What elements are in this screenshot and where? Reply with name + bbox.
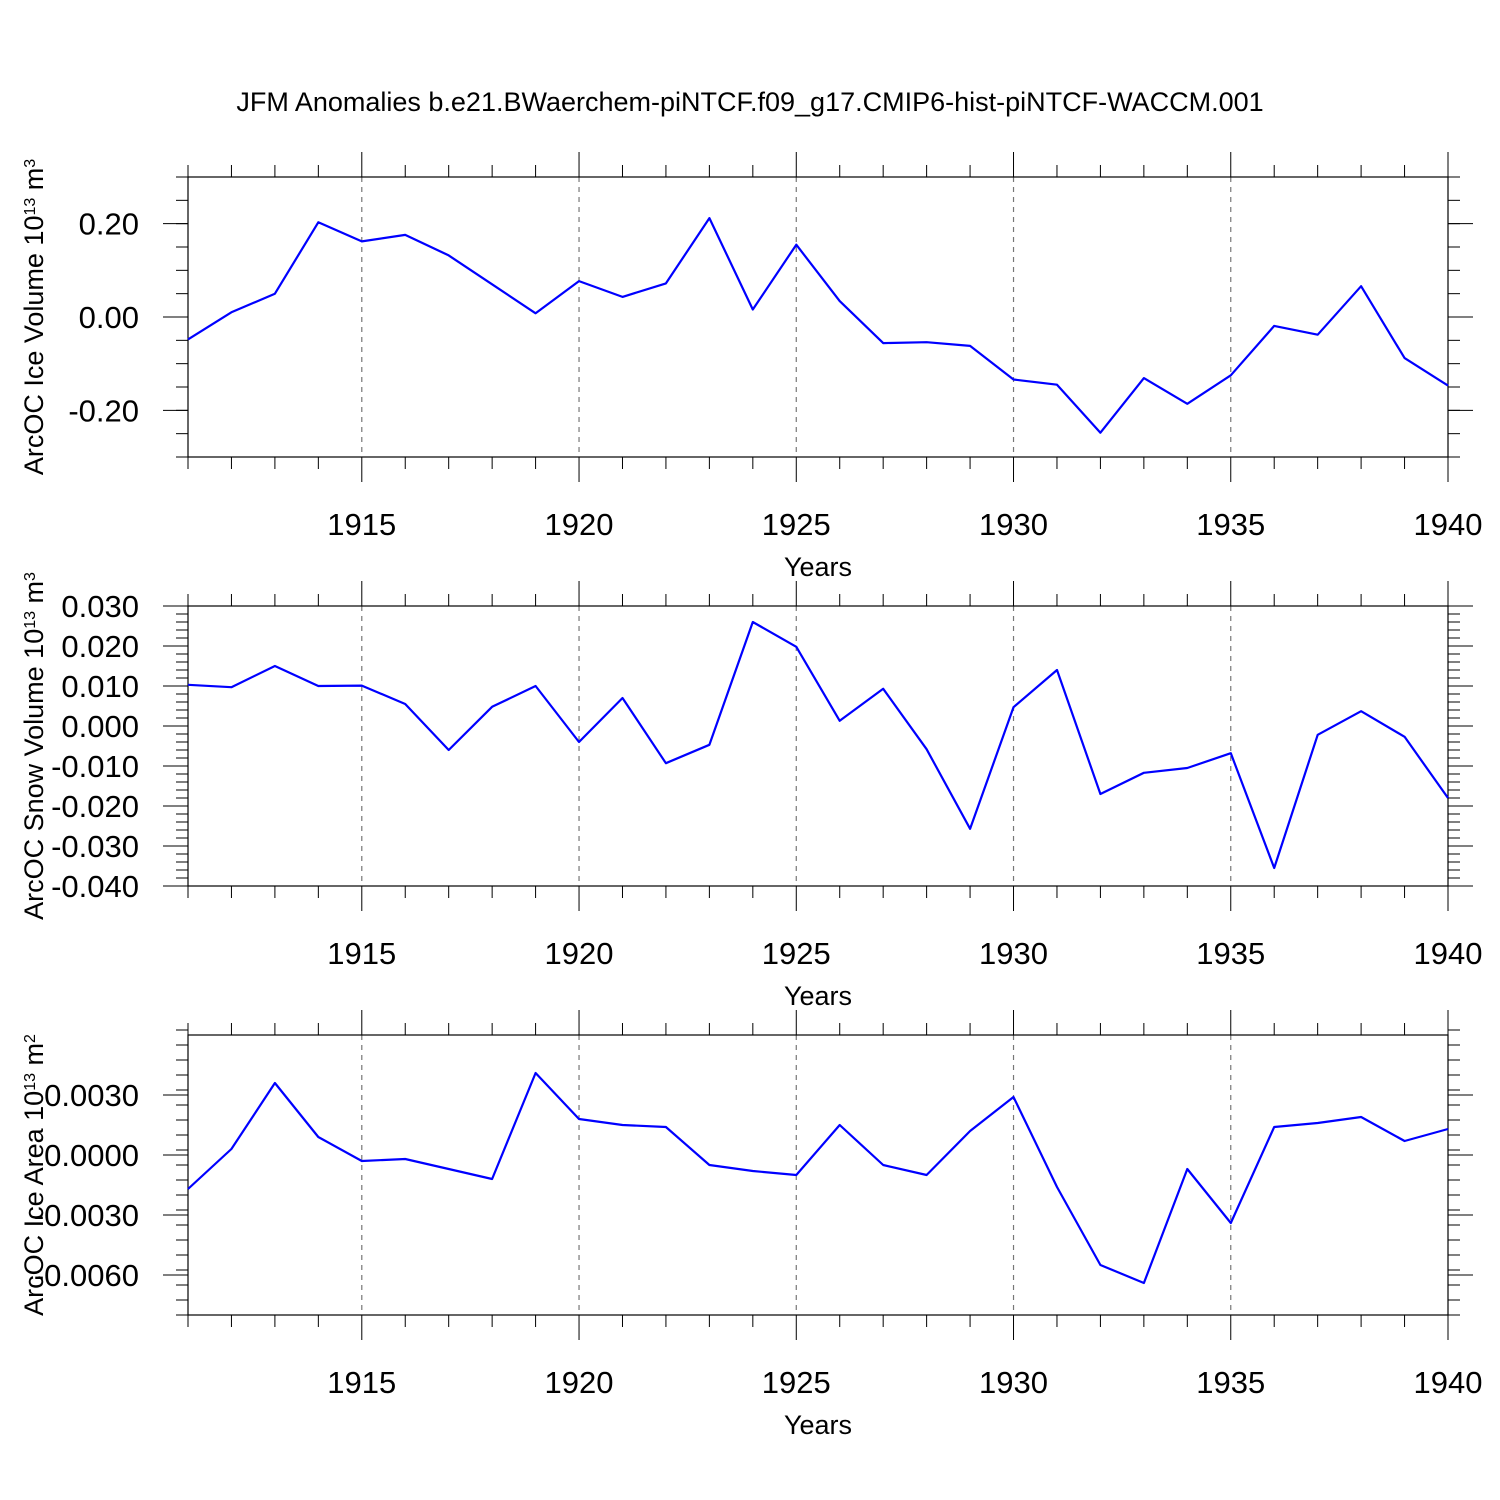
chart-panel-1: 0.20 0.00 -0.20 1915 1920 1925 1930 1935 1940 Yea…: [19, 152, 1482, 582]
x-tick-label: 1920: [545, 507, 614, 542]
x-tick-label: 1935: [1196, 507, 1265, 542]
x-tick-label: 1925: [762, 507, 831, 542]
y-axis-title: ArcOC Ice Area 1013 m2: [19, 1034, 49, 1316]
x-tick-label: 1925: [762, 1365, 831, 1400]
x-tick-label: 1935: [1196, 936, 1265, 971]
plot-frame: [187, 605, 1449, 887]
x-axis-title: Years: [784, 1410, 852, 1440]
x-tick-label: 1915: [327, 936, 396, 971]
x-tick-label: 1915: [327, 507, 396, 542]
x-tick-label: 1935: [1196, 1365, 1265, 1400]
plot-frame: [187, 176, 1449, 458]
x-tick-label: 1930: [979, 507, 1048, 542]
y-tick-label: 0.0000: [44, 1138, 139, 1173]
x-axis-title: Years: [784, 552, 852, 582]
figure-title: JFM Anomalies b.e21.BWaerchem-piNTCF.f09…: [236, 87, 1263, 117]
y-tick-label: -0.0060: [34, 1258, 139, 1293]
x-tick-label: 1915: [327, 1365, 396, 1400]
y-tick-label: 0.00: [79, 300, 139, 335]
x-tick-label: 1940: [1414, 507, 1483, 542]
data-series-line: [187, 620, 1449, 870]
y-axis-title: ArcOC Ice Volume 1013 m3: [19, 159, 49, 475]
y-tick-label: 0.030: [61, 589, 139, 624]
y-tick-label: -0.030: [51, 829, 139, 864]
y-tick-label: 0.020: [61, 629, 139, 664]
x-tick-label: 1940: [1414, 1365, 1483, 1400]
y-tick-label: 0.0030: [44, 1078, 139, 1113]
x-tick-label: 1930: [979, 936, 1048, 971]
x-tick-label: 1930: [979, 1365, 1048, 1400]
x-tick-label: 1940: [1414, 936, 1483, 971]
y-tick-label: 0.20: [79, 207, 139, 242]
x-tick-label: 1920: [545, 936, 614, 971]
x-tick-label: 1925: [762, 936, 831, 971]
chart-panel-3: 0.0030 0.0000 -0.0030 -0.0060 1915 1920 1925 19…: [19, 1010, 1482, 1440]
y-tick-label: -0.0030: [34, 1198, 139, 1233]
y-tick-label: -0.020: [51, 789, 139, 824]
y-axis-title: ArcOC Snow Volume 1013 m3: [19, 572, 49, 920]
y-tick-label: -0.20: [68, 393, 139, 428]
data-series-line: [187, 217, 1449, 434]
plot-frame: [187, 1034, 1449, 1316]
data-series-line: [187, 1071, 1449, 1285]
x-axis-title: Years: [784, 981, 852, 1011]
y-tick-label: 0.010: [61, 669, 139, 704]
y-tick-label: -0.040: [51, 869, 139, 904]
y-tick-label: 0.000: [61, 709, 139, 744]
x-tick-label: 1920: [545, 1365, 614, 1400]
y-tick-label: -0.010: [51, 749, 139, 784]
chart-panel-2: 0.030 0.020 0.010 0.000 -0.010 -0.020 -0.030 -0…: [19, 572, 1482, 1011]
